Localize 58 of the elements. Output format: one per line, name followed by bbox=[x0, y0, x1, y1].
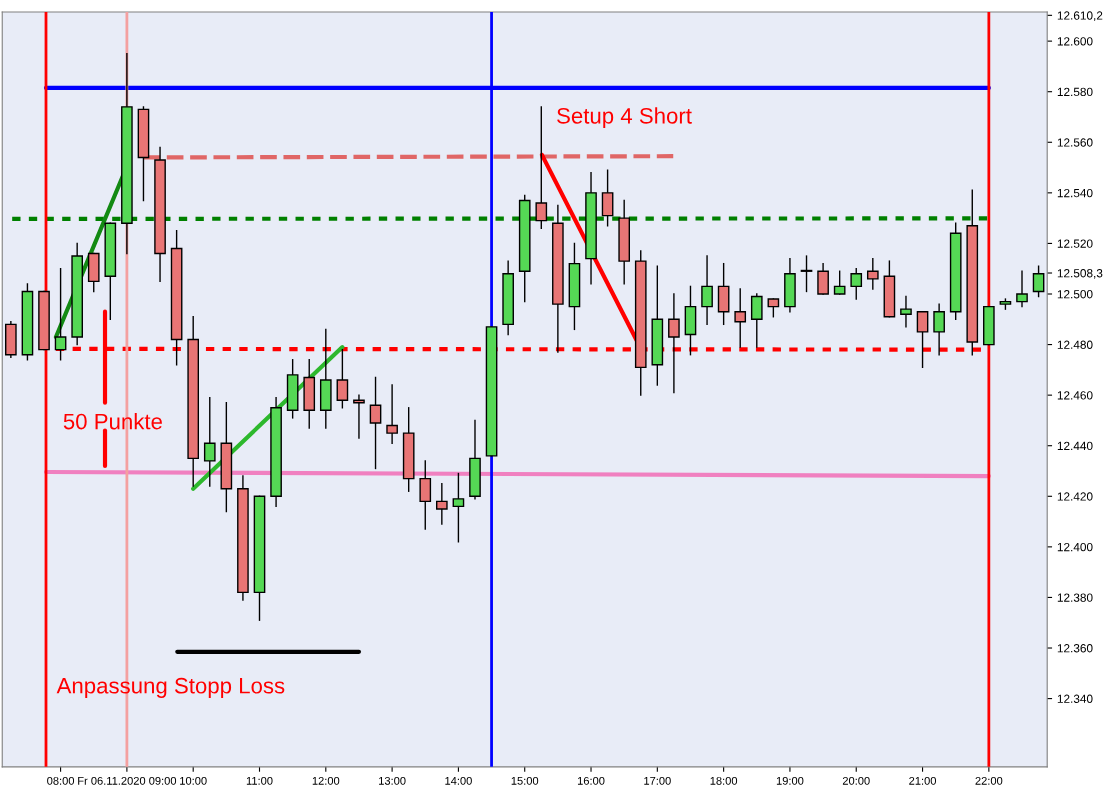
candlestick bbox=[933, 303, 945, 356]
candlestick bbox=[203, 396, 216, 487]
y-tick-label: 12.380 bbox=[1057, 593, 1093, 602]
candlestick bbox=[601, 169, 614, 227]
annotation: 50 Punkte bbox=[63, 413, 162, 430]
annotation: Setup 4 Short bbox=[557, 107, 692, 129]
candlestick bbox=[900, 295, 912, 328]
annotation: Anpassung Stopp Loss bbox=[56, 677, 285, 698]
candlestick bbox=[734, 288, 747, 348]
candlestick bbox=[701, 255, 713, 326]
x-tick-label: 11:00 bbox=[246, 776, 273, 785]
x-tick-label: 10:00 bbox=[180, 776, 207, 785]
x-tick-label: 16:00 bbox=[577, 776, 605, 785]
y-tick-label: 12.580 bbox=[1057, 87, 1093, 97]
y-tick-label: 12.340 bbox=[1057, 694, 1093, 703]
y-tick-label: 12.480 bbox=[1057, 340, 1093, 349]
y-tick-label: 12.560 bbox=[1057, 138, 1093, 147]
x-tick-label: 21:00 bbox=[909, 776, 937, 785]
x-tick-label: 19:00 bbox=[776, 776, 804, 785]
y-tick-label: 12.440 bbox=[1057, 441, 1093, 451]
y-tick-label: 12.460 bbox=[1057, 391, 1093, 400]
candlestick bbox=[386, 384, 398, 444]
x-tick-label: 14:00 bbox=[445, 776, 472, 785]
y-tick-label: 12.508,3 bbox=[1057, 269, 1103, 279]
x-tick-label: 12:00 bbox=[312, 776, 340, 785]
x-tick-label: 17:00 bbox=[644, 776, 671, 785]
x-tick-label: 20:00 bbox=[842, 776, 870, 785]
y-tick-label: 12.600 bbox=[1057, 37, 1093, 46]
candlestick bbox=[850, 268, 863, 300]
y-tick-label: 12.400 bbox=[1057, 542, 1093, 552]
y-tick-label: 12.360 bbox=[1057, 644, 1093, 653]
x-tick-label: 18:00 bbox=[710, 776, 738, 785]
candlestick bbox=[369, 376, 382, 470]
candlestick bbox=[817, 262, 829, 295]
x-tick-label: Fr 06.11.2020 09:00 bbox=[78, 776, 177, 785]
candlestick bbox=[916, 311, 929, 369]
candlestick bbox=[419, 460, 432, 530]
candlestick bbox=[800, 255, 813, 293]
candlestick bbox=[866, 257, 879, 290]
candlestick bbox=[535, 106, 548, 229]
candlestick bbox=[452, 472, 465, 543]
y-tick-label: 12.610,2 bbox=[1057, 11, 1103, 22]
x-tick-label: 08:00 bbox=[47, 776, 75, 785]
candlestick bbox=[668, 293, 680, 394]
y-tick-label: 12.540 bbox=[1057, 188, 1093, 198]
candlestick bbox=[833, 270, 846, 295]
y-tick-label: 12.500 bbox=[1057, 290, 1093, 299]
candlestick bbox=[54, 268, 67, 361]
candlestick bbox=[436, 482, 448, 525]
y-tick-label: 12.520 bbox=[1057, 239, 1093, 248]
candlestick bbox=[750, 293, 763, 348]
candlestick bbox=[1032, 265, 1045, 298]
candlestick bbox=[1016, 270, 1028, 308]
x-tick-label: 13:00 bbox=[379, 776, 406, 785]
y-tick-label: 12.420 bbox=[1057, 492, 1093, 501]
candlestick bbox=[336, 348, 349, 409]
x-tick-label: 22:00 bbox=[975, 776, 1003, 785]
x-tick-label: 15:00 bbox=[511, 776, 539, 785]
